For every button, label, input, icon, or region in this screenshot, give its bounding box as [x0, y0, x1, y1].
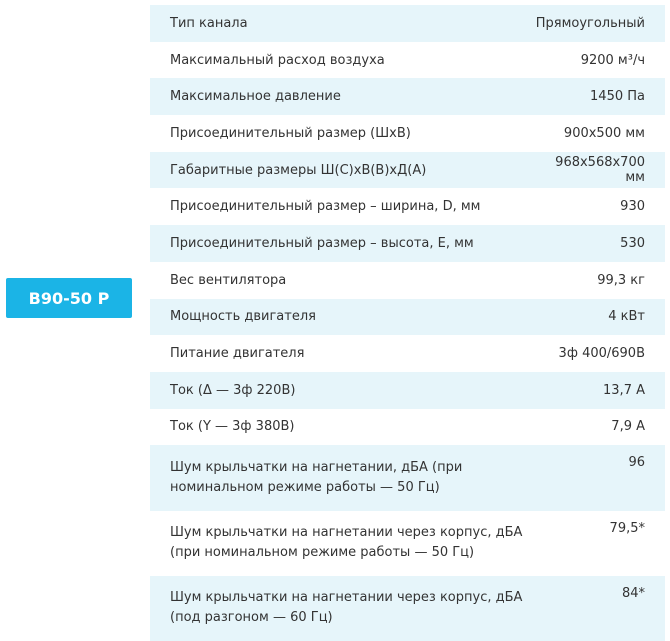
spec-label: Шум крыльчатки на нагнетании через корпу…: [170, 590, 523, 626]
spec-value: 1450 Па: [590, 89, 645, 105]
page: B90-50 P Тип канала Прямоугольный Максимал…: [6, 5, 665, 641]
spec-row: Вес вентилятора 99,3 кг: [150, 262, 665, 299]
spec-value: 900х500 мм: [563, 125, 645, 141]
spec-label: Шум крыльчатки на нагнетании через корпу…: [170, 525, 523, 561]
spec-label: Максимальный расход воздуха: [170, 52, 385, 68]
spec-row: Габаритные размеры Ш(С)хВ(В)хД(А) 968х568…: [150, 151, 665, 189]
spec-value: 930: [620, 199, 645, 215]
spec-label: Ток (Δ — 3ф 220В): [170, 382, 296, 398]
spec-label: Шум крыльчатки на нагнетании, дБА (при н…: [170, 459, 463, 495]
model-badge: B90-50 P: [6, 278, 132, 318]
spec-row: Максимальное давление 1450 Па: [150, 78, 665, 116]
spec-row: Присоединительный размер (ШхВ) 900х500 мм: [150, 115, 665, 152]
spec-row: Питание двигателя 3ф 400/690В: [150, 335, 665, 372]
spec-row: Ток (Y — 3ф 380В) 7,9 А: [150, 409, 665, 446]
spec-row: Максимальный расход воздуха 9200 м³/ч: [150, 42, 665, 79]
spec-row: Присоединительный размер – высота, E, мм…: [150, 225, 665, 262]
spec-row: Присоединительный размер – ширина, D, мм…: [150, 188, 665, 225]
spec-label: Присоединительный размер (ШхВ): [170, 125, 411, 141]
spec-row: Шум крыльчатки на нагнетании через корпу…: [150, 511, 665, 576]
spec-value: 96: [628, 455, 645, 471]
spec-label: Питание двигателя: [170, 346, 305, 362]
spec-label: Вес вентилятора: [170, 272, 287, 288]
spec-label: Габаритные размеры Ш(С)хВ(В)хД(А): [170, 162, 427, 178]
spec-row: Тип канала Прямоугольный: [150, 5, 665, 42]
spec-label: Максимальное давление: [170, 89, 341, 105]
spec-value: 13,7 А: [603, 382, 645, 398]
spec-label: Мощность двигателя: [170, 309, 316, 325]
spec-label: Ток (Y — 3ф 380В): [170, 419, 295, 435]
spec-value: 530: [620, 235, 645, 251]
spec-row: Мощность двигателя 4 кВт: [150, 298, 665, 336]
spec-value: 7,9 А: [611, 419, 645, 435]
spec-value: 79,5*: [609, 520, 645, 536]
spec-row: Шум крыльчатки на нагнетании через корпу…: [150, 575, 665, 641]
spec-label: Тип канала: [170, 15, 248, 31]
spec-table: Тип канала Прямоугольный Максимальный расх…: [150, 5, 665, 641]
spec-value: 4 кВт: [608, 309, 645, 325]
spec-value: 3ф 400/690В: [558, 346, 645, 362]
spec-value: 9200 м³/ч: [580, 52, 645, 68]
spec-value: 968х568х700 мм: [555, 155, 645, 186]
spec-value: 99,3 кг: [597, 272, 645, 288]
spec-label: Присоединительный размер – ширина, D, мм: [170, 199, 481, 215]
spec-row: Ток (Δ — 3ф 220В) 13,7 А: [150, 371, 665, 409]
spec-value: Прямоугольный: [535, 15, 645, 31]
spec-label: Присоединительный размер – высота, E, мм: [170, 235, 474, 251]
spec-row: Шум крыльчатки на нагнетании, дБА (при н…: [150, 445, 665, 511]
spec-value: 84*: [621, 585, 645, 601]
